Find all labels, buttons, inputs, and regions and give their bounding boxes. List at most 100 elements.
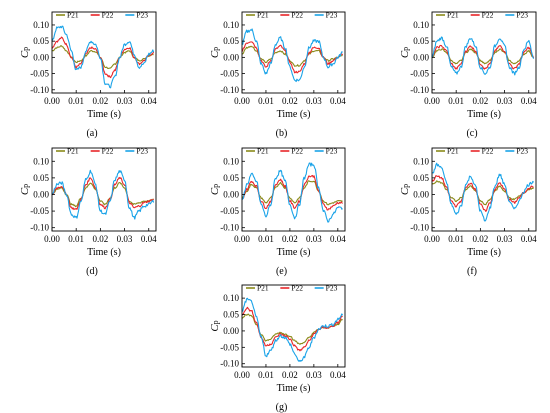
x-tick-label: 0.01 <box>258 370 274 380</box>
y-tick-label: -0.05 <box>30 69 49 79</box>
y-tick-label: 0.05 <box>413 36 429 46</box>
legend-label-p21: P21 <box>447 147 459 156</box>
legend-label-p21: P21 <box>257 284 269 293</box>
panel-label: (e) <box>276 266 287 277</box>
legend-label-p22: P22 <box>291 147 303 156</box>
series-line-p22 <box>431 44 535 70</box>
plot-frame <box>241 284 346 368</box>
y-axis-title: Cp <box>399 184 411 195</box>
legend-label-p22: P22 <box>482 11 494 20</box>
series-line-p21 <box>241 180 343 206</box>
panel-label: (d) <box>86 266 98 277</box>
x-axis-title: Time (s) <box>467 109 501 120</box>
x-tick-label: 0.00 <box>234 96 250 106</box>
x-tick-label: 0.04 <box>141 234 157 244</box>
y-tick-label: 0.00 <box>413 189 429 199</box>
y-tick-label: 0.10 <box>413 20 429 30</box>
panel-label: (b) <box>276 128 288 139</box>
legend-label-p22: P22 <box>291 11 303 20</box>
x-tick-label: 0.01 <box>68 234 84 244</box>
y-axis-title: Cp <box>209 320 221 331</box>
legend-label-p22: P22 <box>482 147 494 156</box>
y-tick-label: -0.10 <box>30 223 49 233</box>
series-line-p23 <box>431 36 535 76</box>
chart-panel: 0.100.050.00-0.05-0.100.00 0.01 0.02 0.03 0.… <box>399 11 537 139</box>
y-tick-label: 0.05 <box>33 36 49 46</box>
chart-panel: 0.100.050.00-0.05-0.100.00 0.01 0.02 0.03 0.… <box>399 147 537 277</box>
y-tick-label: 0.10 <box>223 293 239 303</box>
y-tick-label: -0.10 <box>220 85 239 95</box>
x-tick-label: 0.04 <box>141 96 157 106</box>
legend-label-p21: P21 <box>67 11 79 20</box>
y-axis-title: Cp <box>209 184 221 195</box>
series-line-p23 <box>241 297 344 362</box>
x-tick-label: 0.03 <box>306 234 322 244</box>
x-axis-title: Time (s) <box>277 383 311 394</box>
y-tick-label: 0.00 <box>223 52 239 62</box>
y-tick-label: -0.05 <box>410 69 429 79</box>
x-tick-label: 0.03 <box>497 96 513 106</box>
x-tick-label: 0.02 <box>92 234 108 244</box>
y-tick-label: -0.05 <box>220 342 239 352</box>
x-tick-label: 0.00 <box>44 234 60 244</box>
chart-panel: 0.100.050.00-0.05-0.100.00 0.01 0.02 0.03 0.… <box>209 147 346 277</box>
plot-frame <box>431 147 537 232</box>
x-tick-label: 0.01 <box>68 96 84 106</box>
y-tick-label: 0.10 <box>33 156 49 166</box>
legend-label-p22: P22 <box>102 147 114 156</box>
legend-label-p21: P21 <box>67 147 79 156</box>
y-tick-label: 0.10 <box>223 156 239 166</box>
series-line-p23 <box>241 162 343 223</box>
panel-label: (a) <box>86 128 97 139</box>
y-tick-label: -0.05 <box>410 206 429 216</box>
x-tick-label: 0.00 <box>424 234 440 244</box>
x-tick-label: 0.00 <box>44 96 60 106</box>
series-line-p23 <box>51 25 155 89</box>
x-axis-title: Time (s) <box>87 109 121 120</box>
x-axis-title: Time (s) <box>277 247 311 258</box>
x-tick-label: 0.04 <box>521 96 537 106</box>
legend-label-p23: P23 <box>136 147 148 156</box>
x-tick-label: 0.02 <box>282 370 298 380</box>
y-axis-title: Cp <box>19 184 31 195</box>
panel-label: (f) <box>467 266 477 277</box>
x-tick-label: 0.02 <box>282 234 298 244</box>
chart-panel: 0.100.050.00-0.05-0.100.00 0.01 0.02 0.03 0.… <box>209 284 346 413</box>
y-tick-label: 0.05 <box>33 173 49 183</box>
plot-frame <box>431 11 537 94</box>
y-tick-label: -0.05 <box>220 69 239 79</box>
panel-label: (c) <box>466 128 477 139</box>
y-tick-label: 0.05 <box>223 173 239 183</box>
x-tick-label: 0.01 <box>258 234 274 244</box>
y-tick-label: -0.10 <box>410 85 429 95</box>
x-tick-label: 0.02 <box>472 234 488 244</box>
x-axis-title: Time (s) <box>467 247 501 258</box>
legend-label-p23: P23 <box>326 11 338 20</box>
x-tick-label: 0.04 <box>330 96 346 106</box>
x-tick-label: 0.02 <box>472 96 488 106</box>
plot-frame <box>241 147 346 232</box>
legend-label-p23: P23 <box>326 147 338 156</box>
legend-label-p22: P22 <box>291 284 303 293</box>
x-tick-label: 0.03 <box>117 234 133 244</box>
plot-frame <box>51 11 157 94</box>
y-tick-label: -0.10 <box>30 85 49 95</box>
x-tick-label: 0.04 <box>330 234 346 244</box>
y-axis-title: Cp <box>399 47 411 58</box>
x-tick-label: 0.02 <box>282 96 298 106</box>
y-tick-label: -0.10 <box>220 359 239 369</box>
series-line-p22 <box>241 306 343 352</box>
legend-label-p21: P21 <box>447 11 459 20</box>
y-tick-label: -0.10 <box>410 223 429 233</box>
series-line-p23 <box>241 28 343 83</box>
series-line-p22 <box>51 176 155 211</box>
y-tick-label: 0.00 <box>33 52 49 62</box>
y-axis-title: Cp <box>209 47 221 58</box>
y-tick-label: 0.00 <box>223 326 239 336</box>
y-tick-label: -0.05 <box>220 206 239 216</box>
x-tick-label: 0.02 <box>92 96 108 106</box>
legend-label-p23: P23 <box>516 11 528 20</box>
x-tick-label: 0.01 <box>448 96 464 106</box>
x-tick-label: 0.03 <box>117 96 133 106</box>
